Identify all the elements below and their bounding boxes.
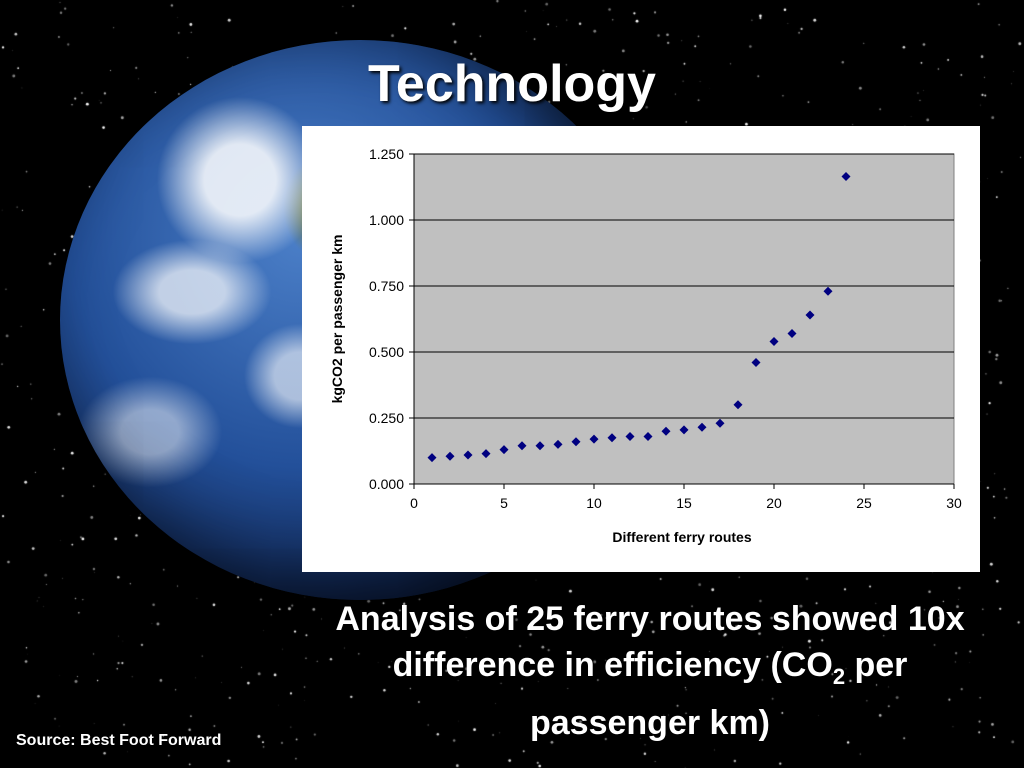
data-point xyxy=(499,445,509,455)
data-point xyxy=(697,422,707,432)
data-point xyxy=(427,453,437,463)
x-tick-label: 20 xyxy=(766,495,782,511)
data-point xyxy=(589,434,599,444)
data-point xyxy=(841,171,851,181)
data-point xyxy=(769,336,779,346)
gridlines xyxy=(409,153,955,489)
data-point xyxy=(553,439,563,449)
y-tick-label: 1.000 xyxy=(369,212,404,228)
x-tick-label: 10 xyxy=(586,495,602,511)
data-point xyxy=(481,449,491,459)
data-point xyxy=(445,451,455,461)
x-tick-label: 5 xyxy=(500,495,508,511)
caption-subscript: 2 xyxy=(832,663,846,689)
data-point xyxy=(733,400,743,410)
data-point xyxy=(679,425,689,435)
data-point xyxy=(643,431,653,441)
slide-caption: Analysis of 25 ferry routes showed 10x d… xyxy=(310,596,990,746)
tick-labels: 0.000 0.250 0.500 0.750 1.000 1.250 0 5 10 15 20 25… xyxy=(369,146,962,511)
y-tick-label: 0.750 xyxy=(369,278,404,294)
data-point xyxy=(661,426,671,436)
y-axis-label: kgCO2 per passenger km xyxy=(329,235,345,404)
slide-title: Technology xyxy=(368,55,656,113)
x-axis-label: Different ferry routes xyxy=(612,529,751,545)
chart-container: 0.000 0.250 0.500 0.750 1.000 1.250 0 5 10 15 20 25… xyxy=(302,126,980,572)
x-tick-label: 25 xyxy=(856,495,872,511)
caption-text-2: per passenger km) xyxy=(530,646,908,742)
data-point xyxy=(607,433,617,443)
x-tick-label: 15 xyxy=(676,495,692,511)
data-point xyxy=(463,450,473,460)
data-point xyxy=(571,437,581,447)
y-tick-label: 0.500 xyxy=(369,344,404,360)
scatter-chart: 0.000 0.250 0.500 0.750 1.000 1.250 0 5 10 15 20 25… xyxy=(329,146,962,545)
y-tick-label: 0.000 xyxy=(369,476,404,492)
x-tick-label: 0 xyxy=(410,495,418,511)
data-point xyxy=(625,431,635,441)
y-tick-label: 0.250 xyxy=(369,410,404,426)
y-tick-label: 1.250 xyxy=(369,146,404,162)
data-point xyxy=(805,310,815,320)
data-point xyxy=(787,329,797,339)
data-point xyxy=(715,418,725,428)
data-point xyxy=(517,441,527,451)
x-tick-label: 30 xyxy=(946,495,962,511)
data-point xyxy=(823,286,833,296)
data-point xyxy=(751,358,761,368)
data-point xyxy=(535,441,545,451)
data-points xyxy=(427,171,851,463)
caption-text-1: Analysis of 25 ferry routes showed 10x d… xyxy=(335,600,965,684)
source-note: Source: Best Foot Forward xyxy=(16,732,222,749)
plot-area xyxy=(413,153,955,485)
